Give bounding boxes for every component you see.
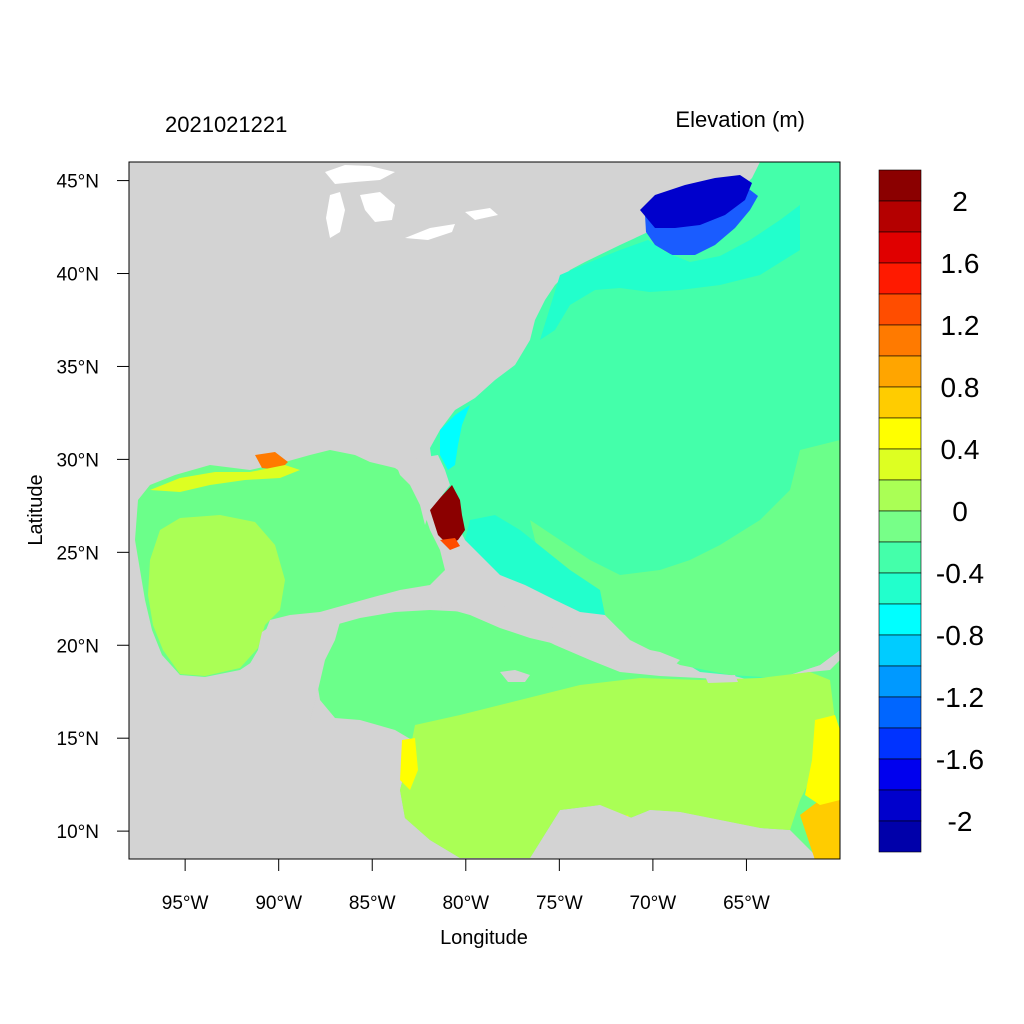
land-puerto-rico <box>705 675 738 683</box>
land-yucatan <box>245 612 340 722</box>
x-tick-label: 70°W <box>630 893 677 914</box>
lake-superior <box>325 165 395 184</box>
colorbar-swatch <box>878 324 922 357</box>
colorbar-swatch <box>878 789 922 822</box>
colorbar-swatch <box>878 572 922 605</box>
y-tick-label: 35°N <box>57 357 99 378</box>
y-axis-title: Latitude <box>25 474 47 545</box>
land-florida <box>395 455 450 525</box>
colorbar-swatch <box>878 262 922 295</box>
y-axis: 45°N 40°N 35°N 30°N 25°N 20°N 15°N 10°N <box>57 172 129 843</box>
south-florida-surge-edge <box>440 538 460 550</box>
colorbar-swatch <box>878 200 922 233</box>
lake-ontario <box>465 208 498 220</box>
land-hispaniola <box>595 645 680 670</box>
colorbar-swatch <box>878 448 922 481</box>
colorbar-swatch <box>878 696 922 729</box>
colorbar-swatch <box>878 169 922 202</box>
colorbar: 2 1.6 1.2 0.8 0.4 0 -0.4 -0.8 -1.2 -1.6 -2 <box>878 169 984 853</box>
y-tick-label: 15°N <box>57 729 99 750</box>
colorbar-label: -0.8 <box>936 620 984 651</box>
gulf-of-maine-core <box>640 175 752 228</box>
lake-erie <box>405 224 455 240</box>
y-tick-label: 45°N <box>57 172 99 193</box>
colorbar-swatch <box>878 758 922 791</box>
honduras-coast-high <box>400 738 418 790</box>
colorbar-swatch <box>878 634 922 667</box>
map-panel <box>129 162 840 859</box>
atlantic-lower-shelf <box>530 440 840 678</box>
bahamas-banks <box>465 515 605 615</box>
x-axis: 95°W 90°W 85°W 80°W 75°W 70°W 65°W <box>162 859 770 914</box>
variable-label: Elevation (m) <box>675 107 805 132</box>
y-tick-label: 20°N <box>57 636 99 657</box>
colorbar-swatch <box>878 293 922 326</box>
colorbar-swatch <box>878 510 922 543</box>
colorbar-label: 0.8 <box>941 372 980 403</box>
colorbar-swatch <box>878 417 922 450</box>
x-tick-label: 75°W <box>536 893 583 914</box>
gulf-central-high <box>148 515 285 676</box>
x-axis-title: Longitude <box>440 927 528 949</box>
y-tick-label: 30°N <box>57 450 99 471</box>
colorbar-swatch <box>878 541 922 574</box>
colorbar-label: 0 <box>952 496 968 527</box>
lake-huron <box>360 192 395 222</box>
x-tick-label: 65°W <box>723 893 770 914</box>
colorbar-swatch <box>878 727 922 760</box>
y-tick-label: 25°N <box>57 543 99 564</box>
colorbar-label: 0.4 <box>941 434 980 465</box>
lesser-antilles-high <box>805 715 840 805</box>
y-tick-label: 10°N <box>57 822 99 843</box>
colorbar-swatch <box>878 479 922 512</box>
land-jamaica <box>500 670 530 682</box>
south-florida-surge <box>430 485 465 545</box>
y-tick-label: 40°N <box>57 265 99 286</box>
colorbar-label: 1.2 <box>941 310 980 341</box>
land-cuba <box>380 590 575 645</box>
louisiana-coast-surge <box>255 452 288 470</box>
x-tick-label: 85°W <box>349 893 396 914</box>
colorbar-label: -0.4 <box>936 558 984 589</box>
x-tick-label: 90°W <box>255 893 302 914</box>
land-south-america <box>530 805 815 859</box>
map-frame <box>128 161 841 860</box>
timestamp-label: 2021021221 <box>165 112 288 137</box>
caribbean-south-high <box>400 672 835 858</box>
northeast-shelf <box>540 205 800 340</box>
colorbar-swatch <box>878 820 922 853</box>
colorbar-label: 2 <box>952 186 968 217</box>
southeast-shelf <box>440 405 470 470</box>
venezuela-coast-high <box>800 790 840 859</box>
colorbar-swatch <box>878 386 922 419</box>
colorbar-swatch <box>878 231 922 264</box>
colorbar-label: -2 <box>948 806 973 837</box>
colorbar-swatch <box>878 603 922 636</box>
x-tick-label: 95°W <box>162 893 209 914</box>
lake-michigan <box>326 192 345 238</box>
colorbar-swatch <box>878 665 922 698</box>
colorbar-swatch <box>878 355 922 388</box>
gulf-coast-high <box>150 465 300 492</box>
colorbar-label: -1.2 <box>936 682 984 713</box>
colorbar-label: -1.6 <box>936 744 984 775</box>
colorbar-label: 1.6 <box>941 248 980 279</box>
x-tick-label: 80°W <box>442 893 489 914</box>
